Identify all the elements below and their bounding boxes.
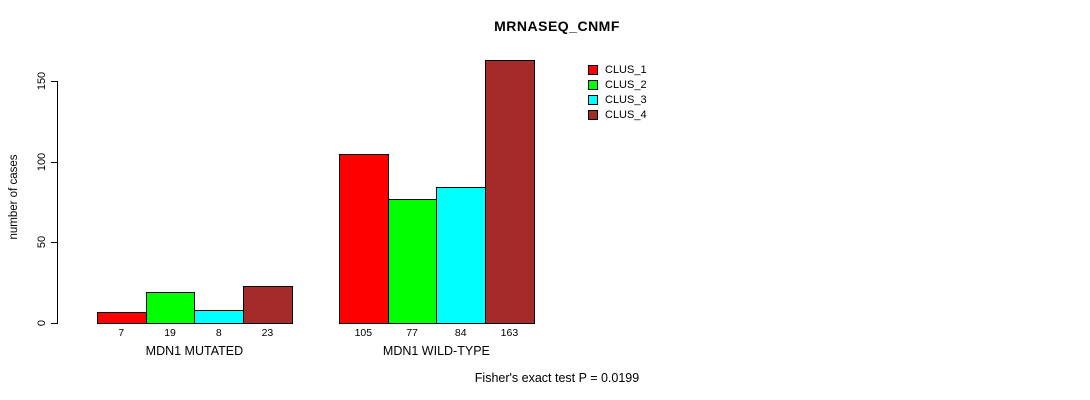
bar-clus_4-wild-type [485,60,535,324]
bar-value-label: 105 [354,327,373,339]
y-tick [51,81,57,82]
legend-swatch-icon [588,94,598,105]
bar-value-label: 19 [164,327,176,339]
y-tick [51,161,57,163]
bar-value-label: 7 [118,327,125,339]
bar-value-label: 84 [454,327,467,339]
bar-clus_3-mutated [194,310,245,324]
bar-clus_4-mutated [243,285,293,324]
y-tick [51,242,57,244]
bar-clus_2-wild-type [387,198,438,324]
y-axis-label: number of cases [8,154,20,240]
legend-label: CLUS_4 [605,108,647,121]
bar-clus_3-wild-type [436,187,487,324]
legend-swatch-icon [588,79,598,90]
footnote-pvalue: Fisher's exact test P = 0.0199 [474,371,640,385]
legend-label: CLUS_1 [605,63,647,76]
bar-value-label: 23 [261,327,274,339]
y-tick-label: 150 [36,71,48,91]
bar-clus_1-wild-type [339,153,389,324]
group-label: MDN1 MUTATED [145,344,244,358]
y-tick-label: 100 [36,152,48,171]
legend-item-clus_3: CLUS_3 [588,92,647,107]
bar-value-label: 8 [215,327,222,339]
chart-title: MRNASEQ_CNMF [494,18,620,34]
legend-swatch-icon [588,109,598,120]
legend-label: CLUS_3 [605,93,647,106]
legend-swatch-icon [588,64,598,75]
legend: CLUS_1 CLUS_2 CLUS_3 CLUS_4 [588,62,647,122]
y-tick [51,323,57,324]
y-tick-label: 50 [36,236,48,249]
y-axis-line [57,81,58,324]
bar-clus_1-mutated [97,311,147,324]
bar-value-label: 163 [500,327,519,339]
y-tick-label: 0 [36,319,48,327]
legend-item-clus_4: CLUS_4 [588,107,647,122]
legend-item-clus_2: CLUS_2 [588,77,647,92]
bar-value-label: 77 [406,327,418,339]
legend-label: CLUS_2 [605,78,647,91]
group-label: MDN1 WILD-TYPE [382,344,490,358]
legend-item-clus_1: CLUS_1 [588,62,647,77]
bar-clus_2-mutated [145,292,196,324]
